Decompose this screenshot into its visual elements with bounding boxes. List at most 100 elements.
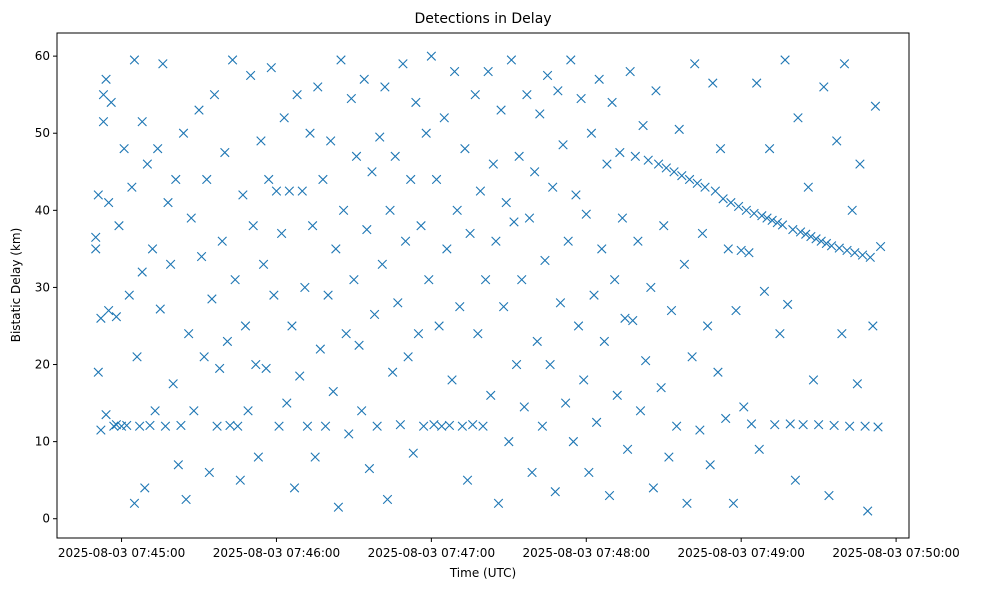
data-point <box>256 136 266 146</box>
data-point <box>336 55 346 65</box>
data-point <box>276 228 287 239</box>
data-point <box>91 232 101 243</box>
data-point <box>307 221 318 231</box>
data-point <box>395 419 406 430</box>
data-point <box>300 282 310 293</box>
data-point <box>266 63 276 73</box>
data-point <box>666 305 677 316</box>
data-point <box>653 159 664 169</box>
data-point <box>220 147 230 158</box>
data-point <box>486 390 496 401</box>
x-tick-label: 2025-08-03 07:45:00 <box>58 546 185 560</box>
data-point <box>431 174 442 185</box>
x-axis-ticks: 2025-08-03 07:45:00 2025-08-03 07:46:00 20… <box>58 538 960 560</box>
data-point <box>98 89 109 100</box>
data-point <box>839 59 850 69</box>
data-point <box>764 143 775 154</box>
data-point <box>127 182 137 192</box>
data-point <box>230 275 240 285</box>
data-point <box>142 159 153 169</box>
data-point <box>214 363 225 374</box>
data-point <box>656 382 666 393</box>
y-tick-label: 30 <box>35 280 50 294</box>
data-point <box>171 174 181 185</box>
data-point <box>697 228 708 239</box>
data-point <box>731 305 741 316</box>
data-point <box>369 309 380 320</box>
data-point <box>646 282 656 293</box>
data-point <box>372 421 382 431</box>
data-point <box>571 190 581 200</box>
y-tick-label: 50 <box>35 126 50 140</box>
data-point <box>189 406 199 416</box>
data-point <box>594 74 604 84</box>
data-point <box>140 483 150 493</box>
data-point <box>421 128 431 138</box>
data-point <box>496 105 506 115</box>
data-point <box>129 498 140 508</box>
data-point <box>181 494 191 505</box>
data-point <box>782 299 793 310</box>
data-point <box>153 143 163 154</box>
data-point <box>385 205 395 216</box>
data-point <box>682 498 692 508</box>
data-point <box>537 421 548 431</box>
data-point <box>715 143 726 154</box>
data-point <box>702 321 713 331</box>
data-point <box>274 421 284 431</box>
data-point <box>204 467 215 478</box>
data-point <box>679 259 690 269</box>
data-point <box>522 89 532 100</box>
y-axis-ticks: 0 10 20 30 40 50 60 <box>35 49 57 526</box>
data-point <box>687 352 697 362</box>
data-point <box>475 186 486 196</box>
data-point <box>852 379 863 389</box>
data-point <box>344 429 354 439</box>
data-point <box>258 259 269 269</box>
data-point <box>821 238 832 249</box>
data-point <box>467 419 478 430</box>
data-point <box>398 59 408 69</box>
data-point <box>648 483 659 493</box>
data-point <box>527 467 537 478</box>
data-point <box>713 367 723 377</box>
data-point <box>788 224 798 235</box>
data-point <box>775 328 785 339</box>
data-point <box>829 420 839 431</box>
data-point <box>333 502 344 512</box>
data-point <box>222 336 233 347</box>
data-point <box>238 190 248 200</box>
data-point <box>245 70 256 81</box>
data-point <box>418 421 429 431</box>
x-axis-label: Time (UTC) <box>449 566 516 580</box>
data-point <box>847 205 857 216</box>
data-point <box>491 236 501 246</box>
data-point <box>106 97 116 108</box>
data-point <box>109 421 119 431</box>
data-point <box>813 419 824 430</box>
data-point <box>325 136 336 146</box>
data-point <box>661 163 671 173</box>
data-point <box>346 93 357 104</box>
data-point <box>470 89 480 100</box>
data-point <box>563 236 573 246</box>
data-point <box>511 359 522 370</box>
data-point <box>602 159 612 169</box>
data-point <box>868 321 878 331</box>
data-point <box>455 302 465 312</box>
data-point <box>364 463 375 474</box>
data-point <box>700 182 710 192</box>
data-point <box>302 421 313 431</box>
data-point <box>834 243 844 253</box>
data-point <box>744 248 754 258</box>
data-point <box>460 143 470 154</box>
data-point <box>721 413 731 424</box>
data-point <box>178 128 189 138</box>
data-point <box>493 498 504 508</box>
data-point <box>640 355 651 366</box>
data-point <box>785 419 795 429</box>
data-point <box>331 244 341 254</box>
data-point <box>196 251 207 262</box>
data-point <box>452 205 462 216</box>
data-point <box>553 86 563 96</box>
